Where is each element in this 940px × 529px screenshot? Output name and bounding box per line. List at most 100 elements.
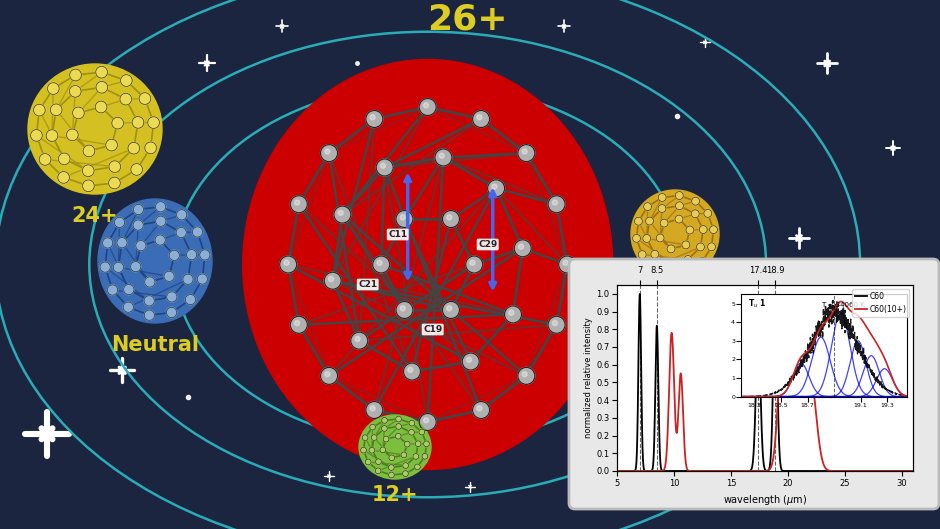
Circle shape [404,441,410,447]
Text: C29: C29 [478,240,497,249]
Ellipse shape [28,64,162,194]
C60 [849,468,860,474]
Circle shape [123,302,133,312]
Circle shape [176,227,186,238]
Circle shape [477,115,482,120]
Circle shape [509,310,514,315]
Circle shape [646,217,653,225]
Circle shape [446,306,452,311]
Circle shape [324,272,341,289]
Circle shape [548,316,565,333]
Ellipse shape [243,59,613,470]
Circle shape [376,159,393,176]
C60 [752,332,763,339]
Circle shape [109,161,120,172]
Circle shape [381,163,385,168]
C60(10+) [899,468,910,474]
Circle shape [396,302,413,318]
Circle shape [362,435,368,441]
Circle shape [351,332,368,349]
Circle shape [697,243,704,251]
Circle shape [443,302,460,318]
Circle shape [676,202,683,209]
Circle shape [699,225,707,233]
C60(10+) [752,468,763,474]
Circle shape [334,206,351,223]
Circle shape [473,402,490,418]
Circle shape [675,191,683,199]
Circle shape [375,468,381,474]
Circle shape [372,256,390,273]
Circle shape [96,81,108,93]
Circle shape [666,269,675,277]
Text: C21: C21 [358,280,377,289]
Circle shape [321,367,337,385]
Circle shape [120,75,133,86]
Circle shape [396,433,401,439]
Circle shape [660,219,668,227]
Circle shape [470,260,475,266]
Circle shape [39,153,51,165]
Circle shape [355,336,360,342]
Text: Neutral: Neutral [111,335,199,355]
Circle shape [396,416,401,422]
Circle shape [633,234,640,242]
Circle shape [155,235,165,245]
Circle shape [183,274,193,285]
Circle shape [120,93,132,105]
Circle shape [423,103,429,108]
Circle shape [117,238,127,248]
Circle shape [698,258,706,266]
Circle shape [112,117,123,129]
Circle shape [684,256,692,263]
Circle shape [558,256,575,273]
Circle shape [514,240,531,257]
Circle shape [114,262,123,272]
Circle shape [83,165,94,177]
Circle shape [361,448,367,453]
Circle shape [51,104,62,116]
Circle shape [148,117,160,129]
Circle shape [376,459,382,464]
Circle shape [419,429,425,435]
Circle shape [708,243,715,251]
Circle shape [691,210,699,218]
Circle shape [185,295,196,305]
Circle shape [325,149,330,154]
Circle shape [139,93,150,104]
C60 [738,468,749,474]
Text: 26+: 26+ [428,3,508,37]
Circle shape [169,250,180,260]
Circle shape [325,371,330,377]
Circle shape [70,86,81,97]
Circle shape [186,250,196,260]
C60(10+) [778,322,790,329]
Text: 12+: 12+ [371,485,418,505]
Circle shape [548,196,565,213]
Circle shape [409,420,415,426]
Circle shape [166,292,177,302]
Circle shape [144,296,154,306]
Circle shape [643,234,650,242]
Circle shape [518,144,535,162]
Circle shape [686,226,694,234]
C60(10+) [884,468,895,474]
Circle shape [382,426,387,431]
Circle shape [366,111,383,127]
Circle shape [70,69,82,81]
Circle shape [366,459,371,465]
Circle shape [128,142,140,154]
Circle shape [462,353,479,370]
C60(10+) [907,468,918,474]
Circle shape [465,256,483,273]
C60(10+) [826,468,838,474]
Circle shape [105,139,118,151]
Circle shape [519,244,524,249]
Circle shape [419,98,436,115]
C60(10+) [736,468,747,474]
Circle shape [402,463,409,468]
Circle shape [107,285,118,295]
Circle shape [164,271,174,281]
Circle shape [656,234,664,242]
Circle shape [388,464,394,470]
